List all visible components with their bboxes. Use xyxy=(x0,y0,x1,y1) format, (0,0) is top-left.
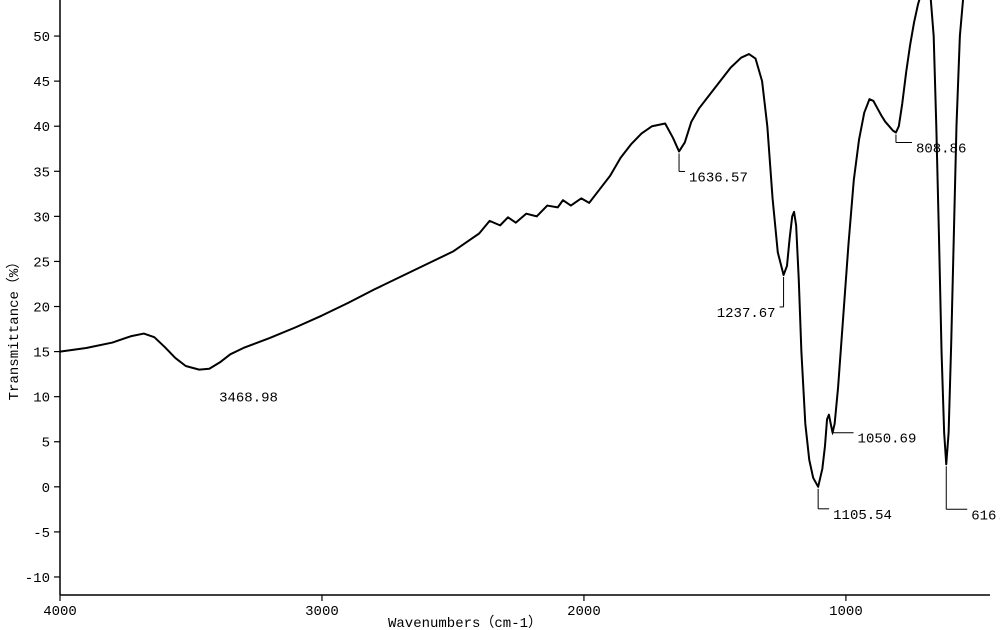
x-tick-label: 2000 xyxy=(567,604,601,620)
x-axis-label: Wavenumbers（cm-1） xyxy=(388,615,542,630)
peak-label: 1105.54 xyxy=(833,508,892,524)
peak-label: 3468.98 xyxy=(219,391,278,407)
x-tick-label: 3000 xyxy=(305,604,339,620)
y-tick-label: 0 xyxy=(42,481,50,497)
y-tick-label: -5 xyxy=(33,526,50,542)
peak-label: 1636.57 xyxy=(689,170,748,186)
peak-label: 1050.69 xyxy=(858,432,917,448)
y-tick-label: 25 xyxy=(33,255,50,271)
x-tick-label: 1000 xyxy=(829,604,863,620)
y-tick-label: -10 xyxy=(25,571,50,587)
y-tick-label: 5 xyxy=(42,436,50,452)
y-tick-label: 50 xyxy=(33,30,50,46)
y-tick-label: 20 xyxy=(33,301,50,317)
y-tick-label: 35 xyxy=(33,165,50,181)
y-tick-label: 15 xyxy=(33,346,50,362)
peak-label: 808.86 xyxy=(916,142,966,158)
ir-spectrum-chart: 4000 3000 2000 1000 Wavenumbers（cm-1） -10 -5 0 5… xyxy=(0,0,1000,630)
y-tick-label: 10 xyxy=(33,391,50,407)
peak-label: 1237.67 xyxy=(717,306,776,322)
y-tick-label: 45 xyxy=(33,75,50,91)
y-tick-label: 40 xyxy=(33,120,50,136)
x-tick-label: 4000 xyxy=(43,604,77,620)
y-axis-label: Transmittance（%） xyxy=(6,255,23,401)
peak-label: 616.90 xyxy=(971,508,1000,524)
y-tick-label: 30 xyxy=(33,210,50,226)
